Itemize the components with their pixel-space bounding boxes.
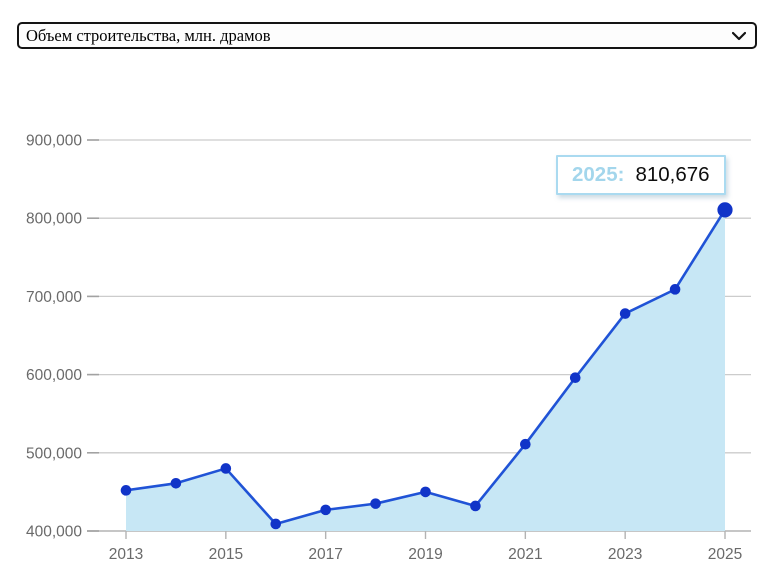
tooltip: 2025: 810,676 — [556, 155, 726, 195]
x-axis-label: 2017 — [308, 546, 342, 563]
dataset-select-value: Объем строительства, млн. драмов — [26, 25, 271, 45]
x-axis-label: 2013 — [109, 546, 143, 563]
chevron-down-icon — [732, 31, 746, 40]
dataset-select[interactable]: Объем строительства, млн. драмов — [17, 22, 757, 49]
data-point[interactable] — [619, 308, 631, 319]
area-fill — [126, 209, 725, 531]
data-point[interactable] — [120, 485, 132, 496]
data-point[interactable] — [470, 500, 481, 512]
data-point[interactable] — [220, 463, 232, 474]
y-axis-label: 500,000 — [26, 445, 82, 462]
y-axis-label: 600,000 — [26, 367, 82, 384]
y-axis-label: 700,000 — [26, 289, 82, 306]
x-axis-label: 2023 — [608, 546, 642, 563]
y-axis-label: 900,000 — [26, 133, 82, 150]
y-axis-label: 400,000 — [26, 524, 82, 541]
y-axis-label: 800,000 — [26, 211, 82, 228]
x-axis-label: 2019 — [408, 546, 442, 563]
x-axis-label: 2025 — [708, 546, 742, 563]
data-point[interactable] — [320, 504, 331, 516]
x-axis-label: 2021 — [508, 546, 542, 563]
data-point[interactable] — [370, 498, 381, 509]
data-point[interactable] — [420, 486, 431, 498]
data-point[interactable] — [520, 438, 531, 450]
data-point[interactable] — [669, 284, 681, 295]
tooltip-year: 2025: — [572, 163, 625, 186]
tooltip-value: 810,676 — [635, 163, 710, 186]
data-point-highlighted[interactable] — [717, 202, 733, 218]
data-point[interactable] — [270, 518, 282, 530]
x-axis-label: 2015 — [209, 546, 243, 563]
data-point[interactable] — [569, 372, 581, 384]
data-point[interactable] — [170, 477, 182, 489]
